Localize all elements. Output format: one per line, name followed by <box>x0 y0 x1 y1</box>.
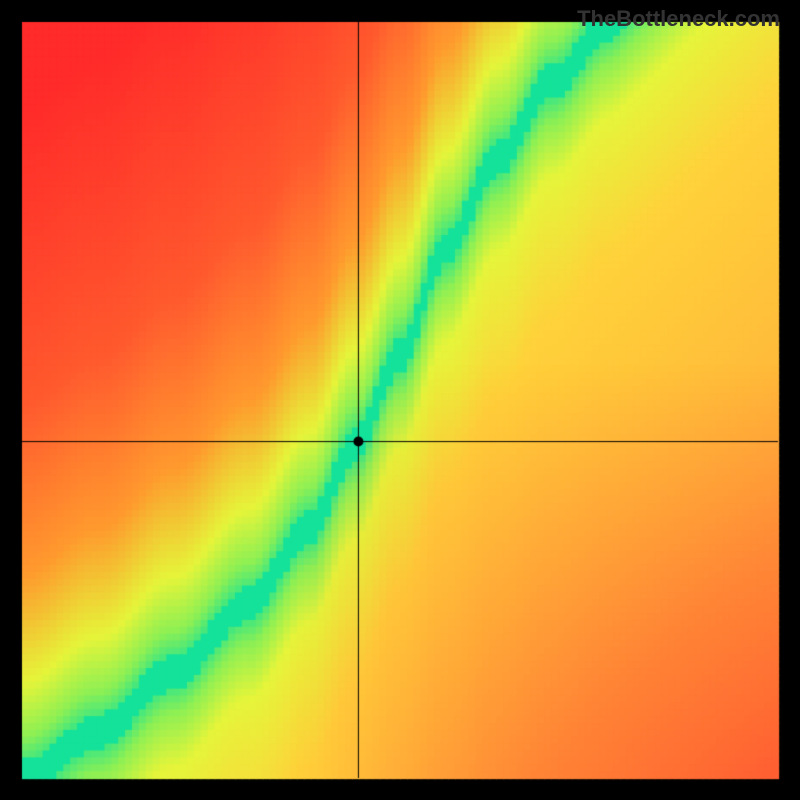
chart-container: TheBottleneck.com <box>0 0 800 800</box>
heatmap-chart <box>0 0 800 800</box>
watermark: TheBottleneck.com <box>577 6 780 32</box>
